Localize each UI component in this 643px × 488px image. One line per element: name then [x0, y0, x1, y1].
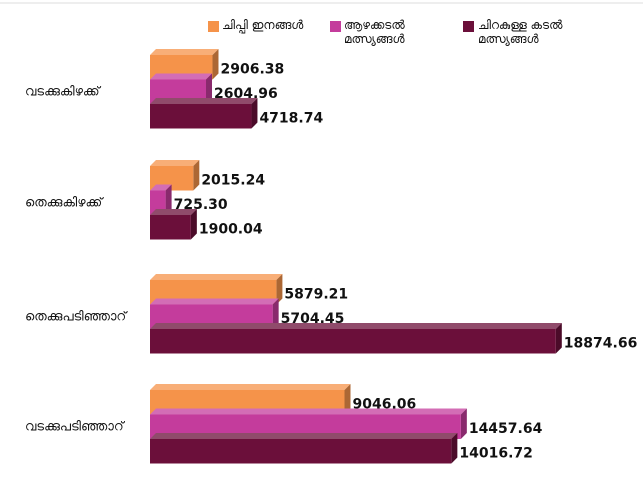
- legend-swatch: [208, 21, 219, 32]
- bar-top: [150, 49, 219, 55]
- bar-top: [150, 298, 279, 305]
- bar-side: [276, 274, 283, 305]
- category-label: തെക്കുപടിഞ്ഞാറ്: [25, 309, 128, 324]
- bar-side: [251, 98, 258, 129]
- value-label: 14457.64: [469, 421, 543, 437]
- bar-top: [150, 160, 200, 166]
- bar-side: [451, 433, 458, 464]
- bar-side: [165, 184, 172, 215]
- legend-swatch: [463, 21, 474, 32]
- value-label: 5704.45: [281, 311, 345, 327]
- legend-label: ആഴക്കടൽ മത്സ്യങ്ങൾ: [344, 18, 405, 46]
- value-label: 1900.04: [199, 221, 263, 237]
- bar-side: [193, 160, 200, 191]
- value-label: 14016.72: [459, 445, 533, 461]
- value-label: 18874.66: [564, 335, 638, 351]
- category-label: വടക്കുകിഴക്ക്: [25, 84, 101, 99]
- bar-top: [150, 384, 351, 390]
- value-label: 2906.38: [220, 61, 284, 77]
- value-label: 725.30: [174, 197, 228, 213]
- value-label: 4718.74: [259, 110, 323, 126]
- bar-top: [150, 408, 467, 415]
- bar-side: [190, 209, 197, 240]
- bar: [150, 104, 252, 129]
- bar-top: [150, 323, 562, 329]
- value-label: 5879.21: [284, 286, 348, 302]
- bar-top: [150, 73, 213, 80]
- bar-top: [150, 433, 458, 439]
- value-label: 2604.96: [214, 86, 278, 102]
- bar-side: [460, 408, 467, 439]
- bar-top: [150, 184, 172, 191]
- bar-side: [272, 298, 279, 329]
- bar: [150, 215, 191, 240]
- bar: [150, 329, 556, 354]
- legend-label: ചിറകുള്ള കടൽ മത്സ്യങ്ങൾ: [478, 18, 563, 46]
- bar: [150, 190, 166, 215]
- bar-top: [150, 274, 283, 280]
- value-label: 9046.06: [352, 396, 416, 412]
- value-label: 2015.24: [201, 172, 265, 188]
- legend-swatch: [330, 21, 341, 32]
- bar-side: [212, 49, 219, 80]
- bar-side: [555, 323, 562, 354]
- bar-top: [150, 98, 258, 104]
- bar-top: [150, 209, 197, 215]
- bar-side: [344, 384, 351, 415]
- category-label: തെക്കുകിഴക്ക്: [25, 195, 104, 210]
- legend-label: ചിപ്പി ഇനങ്ങൾ: [222, 18, 304, 32]
- bar: [150, 439, 452, 464]
- category-label: വടക്കുപടിഞ്ഞാറ്: [25, 419, 125, 434]
- bar-side: [206, 73, 213, 104]
